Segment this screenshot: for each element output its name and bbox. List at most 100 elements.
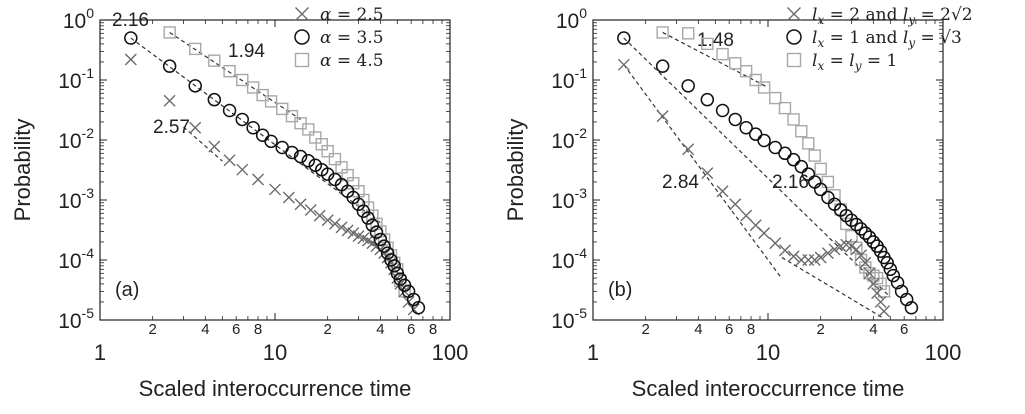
data-point: [808, 175, 822, 189]
data-point: [757, 133, 771, 148]
data-point: [716, 47, 729, 61]
series-x-markers: [124, 53, 420, 316]
fit-slope-label: 2.57: [153, 117, 190, 138]
x-minor-tick-label: 6: [900, 321, 908, 338]
data-point: [778, 146, 792, 161]
data-point: [867, 277, 880, 290]
x-axis-label: Scaled interoccurrence time: [632, 376, 905, 401]
series-o-markers: [124, 31, 426, 315]
data-point: [814, 251, 827, 264]
data-point: [739, 65, 753, 78]
data-point: [863, 267, 876, 280]
data-point: [787, 113, 800, 126]
fit-line: [623, 37, 891, 298]
data-point: [411, 301, 426, 315]
data-point: [814, 162, 827, 176]
data-point: [301, 154, 316, 168]
data-point: [862, 230, 877, 244]
data-point: [264, 95, 278, 108]
data-point: [285, 109, 299, 123]
data-point: [794, 159, 809, 174]
fit-slope-label: 2.84: [662, 172, 699, 193]
data-point: [769, 91, 782, 105]
data-point: [304, 204, 317, 217]
fit-slope-label: 1.48: [697, 30, 734, 51]
data-point: [808, 254, 821, 266]
x-minor-tick-label: 2: [149, 321, 157, 338]
data-point: [256, 88, 269, 102]
data-point: [739, 121, 753, 135]
legend-marker: [786, 52, 802, 68]
data-point: [207, 92, 222, 107]
data-point: [802, 254, 815, 266]
data-point: [795, 125, 808, 138]
data-point: [188, 79, 202, 93]
y-tick-label: 10-1: [58, 65, 94, 93]
data-point: [313, 209, 326, 222]
fit-slope-label: 2.16: [772, 172, 809, 193]
data-point: [880, 255, 894, 270]
data-point: [328, 217, 341, 230]
x-major-tick-label: 100: [925, 340, 962, 365]
data-point: [365, 218, 380, 232]
data-point: [377, 239, 391, 253]
x-axis-label: Scaled interoccurrence time: [139, 376, 412, 401]
legend-entry-text: lx = 1 and ly = √3: [812, 28, 962, 50]
y-axis-label: Probability: [10, 119, 35, 222]
data-point: [769, 237, 782, 250]
data-point: [235, 112, 250, 127]
y-tick-label: 10-2: [551, 125, 587, 153]
legend-entry-text: α = 3.5: [320, 28, 384, 48]
data-point: [786, 152, 801, 167]
data-point: [264, 134, 278, 149]
x-major-tick-label: 1: [94, 340, 106, 365]
fit-line: [623, 64, 783, 279]
data-point: [859, 256, 872, 269]
data-point: [682, 27, 695, 40]
x-minor-tick-label: 4: [694, 321, 702, 338]
x-minor-tick-label: 2: [817, 321, 825, 338]
series-x-markers: [617, 58, 890, 318]
data-point: [223, 154, 236, 167]
data-point: [321, 145, 334, 158]
data-point: [617, 58, 630, 71]
data-point: [189, 42, 202, 56]
legend-marker: [787, 7, 801, 21]
y-axis-label: Probability: [503, 119, 528, 222]
x-minor-tick-label: 8: [429, 321, 437, 338]
data-point: [163, 94, 176, 107]
data-point: [821, 247, 834, 260]
legend-marker: [786, 29, 802, 45]
data-point: [828, 243, 841, 256]
x-minor-tick-label: 8: [747, 321, 755, 338]
panel-label: (a): [115, 279, 139, 301]
data-point: [124, 31, 138, 45]
data-point: [269, 183, 281, 196]
data-point: [858, 226, 873, 240]
data-point: [681, 79, 695, 93]
data-point: [778, 244, 791, 257]
data-point: [294, 198, 307, 211]
y-tick-label: 10-3: [58, 185, 94, 213]
data-point: [356, 204, 371, 218]
fit-line: [781, 257, 883, 319]
data-point: [656, 26, 669, 39]
data-point: [276, 102, 289, 116]
fit-slope-label: 2.16: [112, 10, 149, 31]
data-point: [335, 221, 348, 234]
data-point: [391, 272, 404, 285]
data-point: [871, 287, 884, 300]
data-point: [282, 191, 295, 204]
x-major-tick-label: 1: [587, 340, 599, 365]
data-point: [361, 211, 375, 225]
data-point: [222, 103, 237, 118]
x-minor-tick-label: 6: [407, 321, 415, 338]
y-tick-label: 100: [63, 5, 94, 33]
data-point: [729, 57, 742, 70]
data-point: [380, 246, 395, 260]
data-point: [655, 59, 670, 73]
y-tick-label: 100: [556, 5, 587, 33]
data-point: [886, 268, 901, 283]
data-point: [369, 225, 384, 240]
